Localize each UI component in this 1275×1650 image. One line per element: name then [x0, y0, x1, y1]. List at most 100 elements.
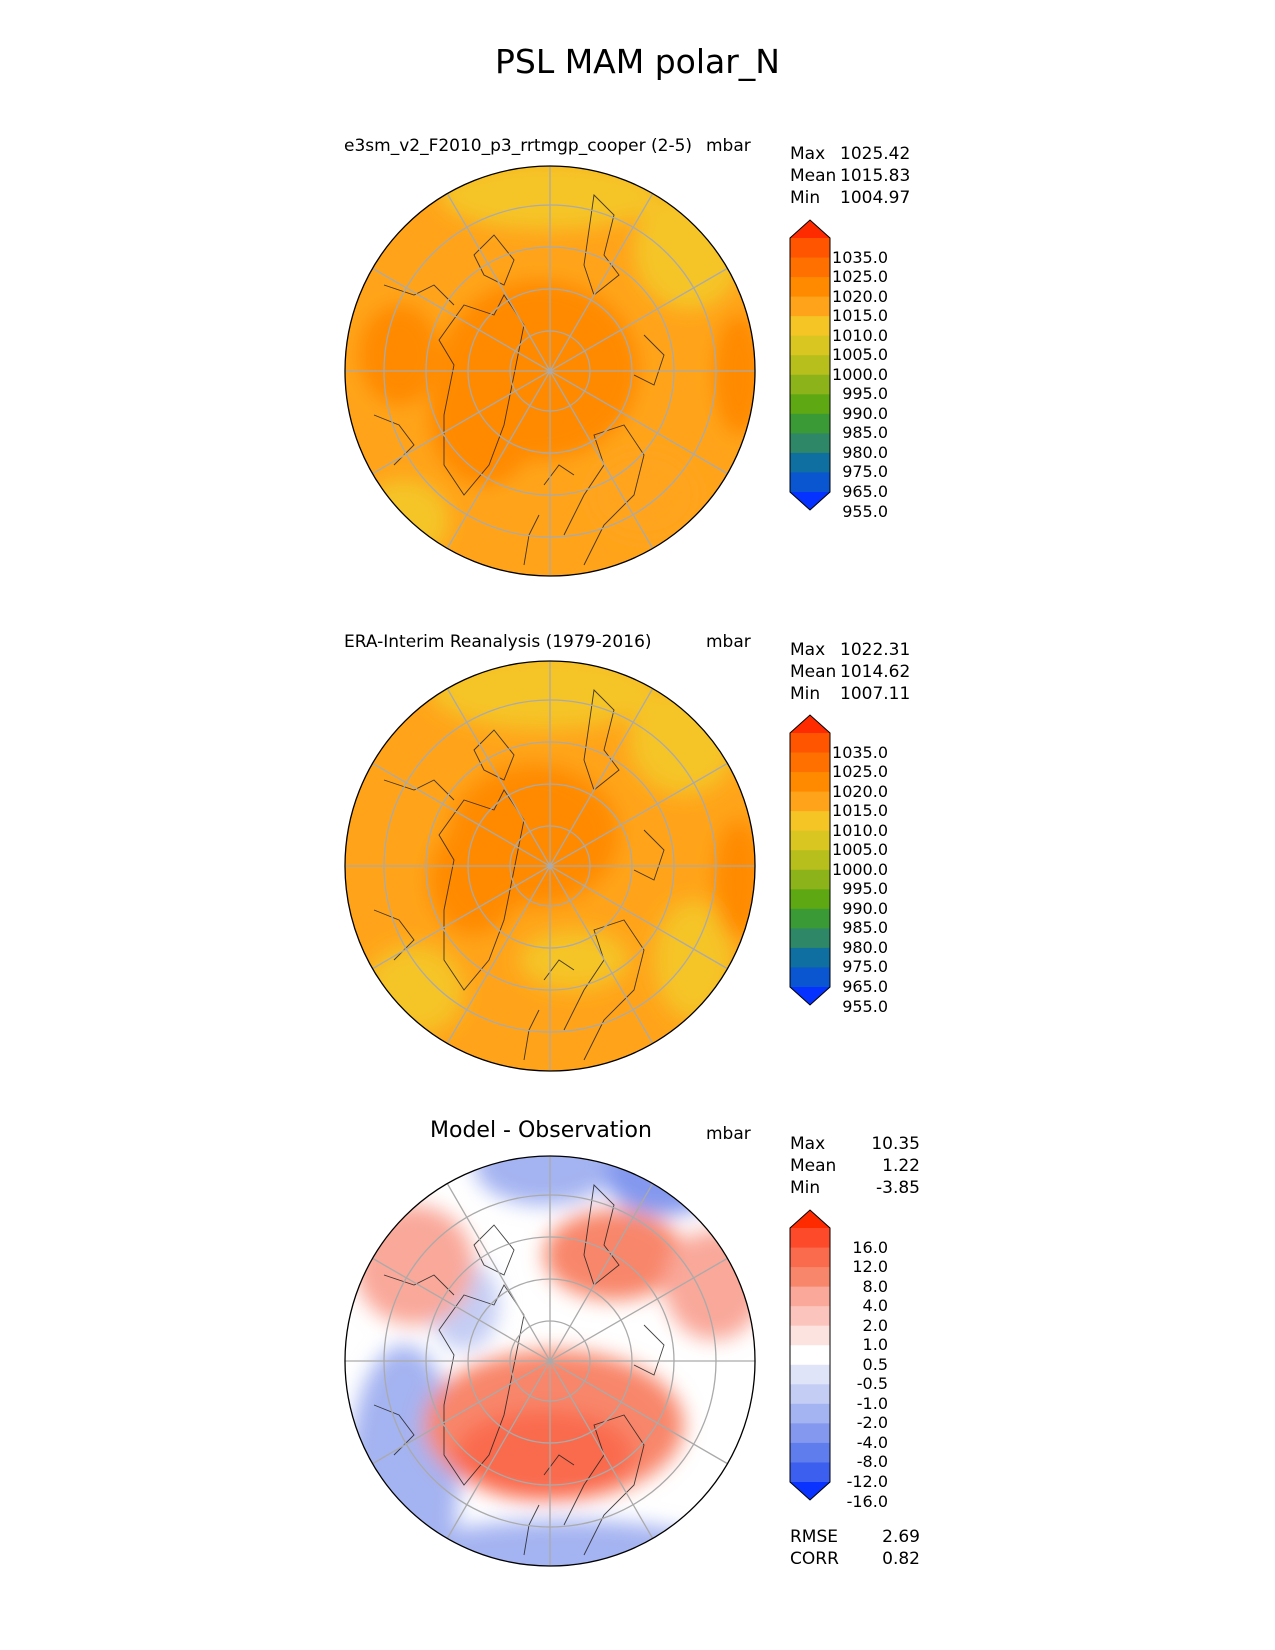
panel1-colorbar-segment [790, 316, 830, 337]
panel1-colorbar-segment [790, 238, 830, 259]
panel3-colorbar-segment [790, 1325, 830, 1346]
panel2-field-high-east [714, 820, 755, 940]
panel3-colorbar-segment [790, 1345, 830, 1366]
panel2-colorbar-segment [790, 889, 830, 910]
panel3-colorbar-segment [790, 1267, 830, 1288]
panel1-colorbar-segment [790, 433, 830, 454]
panel3-stat-min-label: Min [790, 1178, 821, 1198]
panel3-field-pos-ne [664, 1230, 755, 1340]
panel1-field-mid-se [589, 450, 699, 540]
panel3-map-boundary [344, 1155, 756, 1567]
panel3-stat-max-value: 10.35 [871, 1134, 920, 1154]
panel2-colorbar-tick-label: 1000.0 [832, 859, 888, 879]
panel3-field-neg-top [474, 1156, 614, 1205]
panel3-units: mbar [706, 1124, 751, 1144]
panel1-field-high-east [714, 315, 755, 435]
panel1-colorbar-tick-label: 980.0 [842, 442, 888, 462]
panel1-colorbar-tick-label: 1010.0 [832, 325, 888, 345]
panel1-colorbar-tick-label: 1035.0 [832, 247, 888, 267]
panel2-graticule [345, 661, 755, 1071]
panel2-field-yellow-sw [364, 945, 464, 1035]
panel3-colorbar-segment [790, 1403, 830, 1424]
panel3-colorbar-segment [790, 1423, 830, 1444]
panel1-colorbar-tick-label: 1005.0 [832, 345, 888, 365]
rmse-value: 2.69 [882, 1527, 920, 1547]
panel1-colorbar-segment [790, 277, 830, 298]
panel2-colorbar-tick-label: 990.0 [842, 898, 888, 918]
panel2-colorbar-segment [790, 772, 830, 793]
panel1-colorbar-segment [790, 472, 830, 493]
panel2-colorbar-segment [790, 733, 830, 754]
panel2-field-high-greenland [429, 825, 519, 935]
panel1-polar-map [344, 165, 756, 577]
panel3-metrics: RMSE 2.69 CORR 0.82 [790, 1526, 920, 1570]
panel3-polar-map [344, 1155, 756, 1567]
panel2-stat-min-label: Min [790, 684, 821, 704]
panel3-colorbar [789, 1209, 831, 1501]
panel2-colorbar-segment [790, 752, 830, 773]
panel2-colorbar-outline [789, 714, 831, 1006]
panel3-colorbar-tick-label: -4.0 [856, 1432, 888, 1452]
panel2-colorbar-extend-max [790, 715, 830, 733]
corr-value: 0.82 [882, 1549, 920, 1569]
panel1-colorbar-tick-label: 1020.0 [832, 286, 888, 306]
panel3-stat-mean-label: Mean [790, 1156, 837, 1176]
panel1-colorbar-segment [790, 257, 830, 278]
panel2-colorbar-tick-label: 1020.0 [832, 781, 888, 801]
panel2-subtitle: ERA-Interim Reanalysis (1979-2016) [344, 632, 652, 652]
panel3-colorbar-tick-label: 8.0 [862, 1276, 888, 1296]
panel2-colorbar-segment [790, 928, 830, 949]
panel1-colorbar-tick-label: 955.0 [842, 501, 888, 521]
panel2-field-yellow-s [519, 930, 629, 990]
panel1-stat-min-value: 1004.97 [840, 188, 911, 208]
panel3-colorbar-tick-label: -1.0 [856, 1393, 888, 1413]
panel3-field-pos-core [454, 1410, 634, 1500]
rmse-label: RMSE [790, 1527, 839, 1547]
panel3-colorbar-tick-label: -16.0 [846, 1491, 888, 1511]
panel3-colorbar-tick-label: 2.0 [862, 1315, 888, 1335]
panel1-colorbar-outline [789, 219, 831, 511]
panel3-colorbar-tick-label: 16.0 [852, 1237, 888, 1257]
panel3-colorbar-segment [790, 1364, 830, 1385]
panel3-graticule [345, 1156, 755, 1566]
panel2-colorbar-tick-label: 1005.0 [832, 840, 888, 860]
panel1-field-yellow-top [439, 166, 659, 230]
panel1-field-high-greenland [429, 345, 539, 485]
panel2-units: mbar [706, 632, 751, 652]
panel3-stat-max-label: Max [790, 1134, 826, 1154]
panel1-colorbar-segment [790, 394, 830, 415]
panel3-colorbar-tick-label: -0.5 [856, 1374, 888, 1394]
panel2-colorbar-extend-min [790, 987, 830, 1005]
panel2-colorbar-segment [790, 830, 830, 851]
panel3-colorbar-tick-label: 1.0 [862, 1335, 888, 1355]
panel1-colorbar [789, 219, 831, 511]
panel3-colorbar-tick-label: -2.0 [856, 1413, 888, 1433]
panel1-colorbar-extend-min [790, 492, 830, 510]
panel3-field-neg-ne [604, 1156, 724, 1215]
panel1-map-boundary [344, 165, 756, 577]
panel1-colorbar-segment [790, 413, 830, 434]
panel2-colorbar-tick-label: 1035.0 [832, 742, 888, 762]
panel1-stat-min-label: Min [790, 188, 821, 208]
panel3-colorbar-tick-label: 12.0 [852, 1257, 888, 1277]
panel1-colorbar-segment [790, 452, 830, 473]
panel1-colorbar-tick-label: 990.0 [842, 403, 888, 423]
panel2-colorbar-segment [790, 811, 830, 832]
panel1-colorbar-tick-label: 1000.0 [832, 364, 888, 384]
panel2-colorbar-tick-label: 1025.0 [832, 762, 888, 782]
panel2-stat-min-value: 1007.11 [840, 684, 911, 704]
panel2-map-boundary [344, 660, 756, 1072]
panel3-subtitle: Model - Observation [430, 1118, 652, 1143]
panel2-colorbar [789, 714, 831, 1006]
panel1-field-high-west [359, 305, 439, 405]
panel3-colorbar-segment [790, 1228, 830, 1249]
panel2-colorbar-tick-label: 980.0 [842, 937, 888, 957]
panel2-colorbar-tick-label: 1010.0 [832, 820, 888, 840]
panel3-stat-min-value: -3.85 [876, 1178, 920, 1198]
panel1-colorbar-extend-max [790, 220, 830, 238]
panel3-colorbar-outline [789, 1209, 831, 1501]
panel3-colorbar-segment [790, 1442, 830, 1463]
panel1-stat-mean-label: Mean [790, 166, 837, 186]
panel1-stat-max-label: Max [790, 144, 826, 164]
panel1-colorbar-segment [790, 355, 830, 376]
